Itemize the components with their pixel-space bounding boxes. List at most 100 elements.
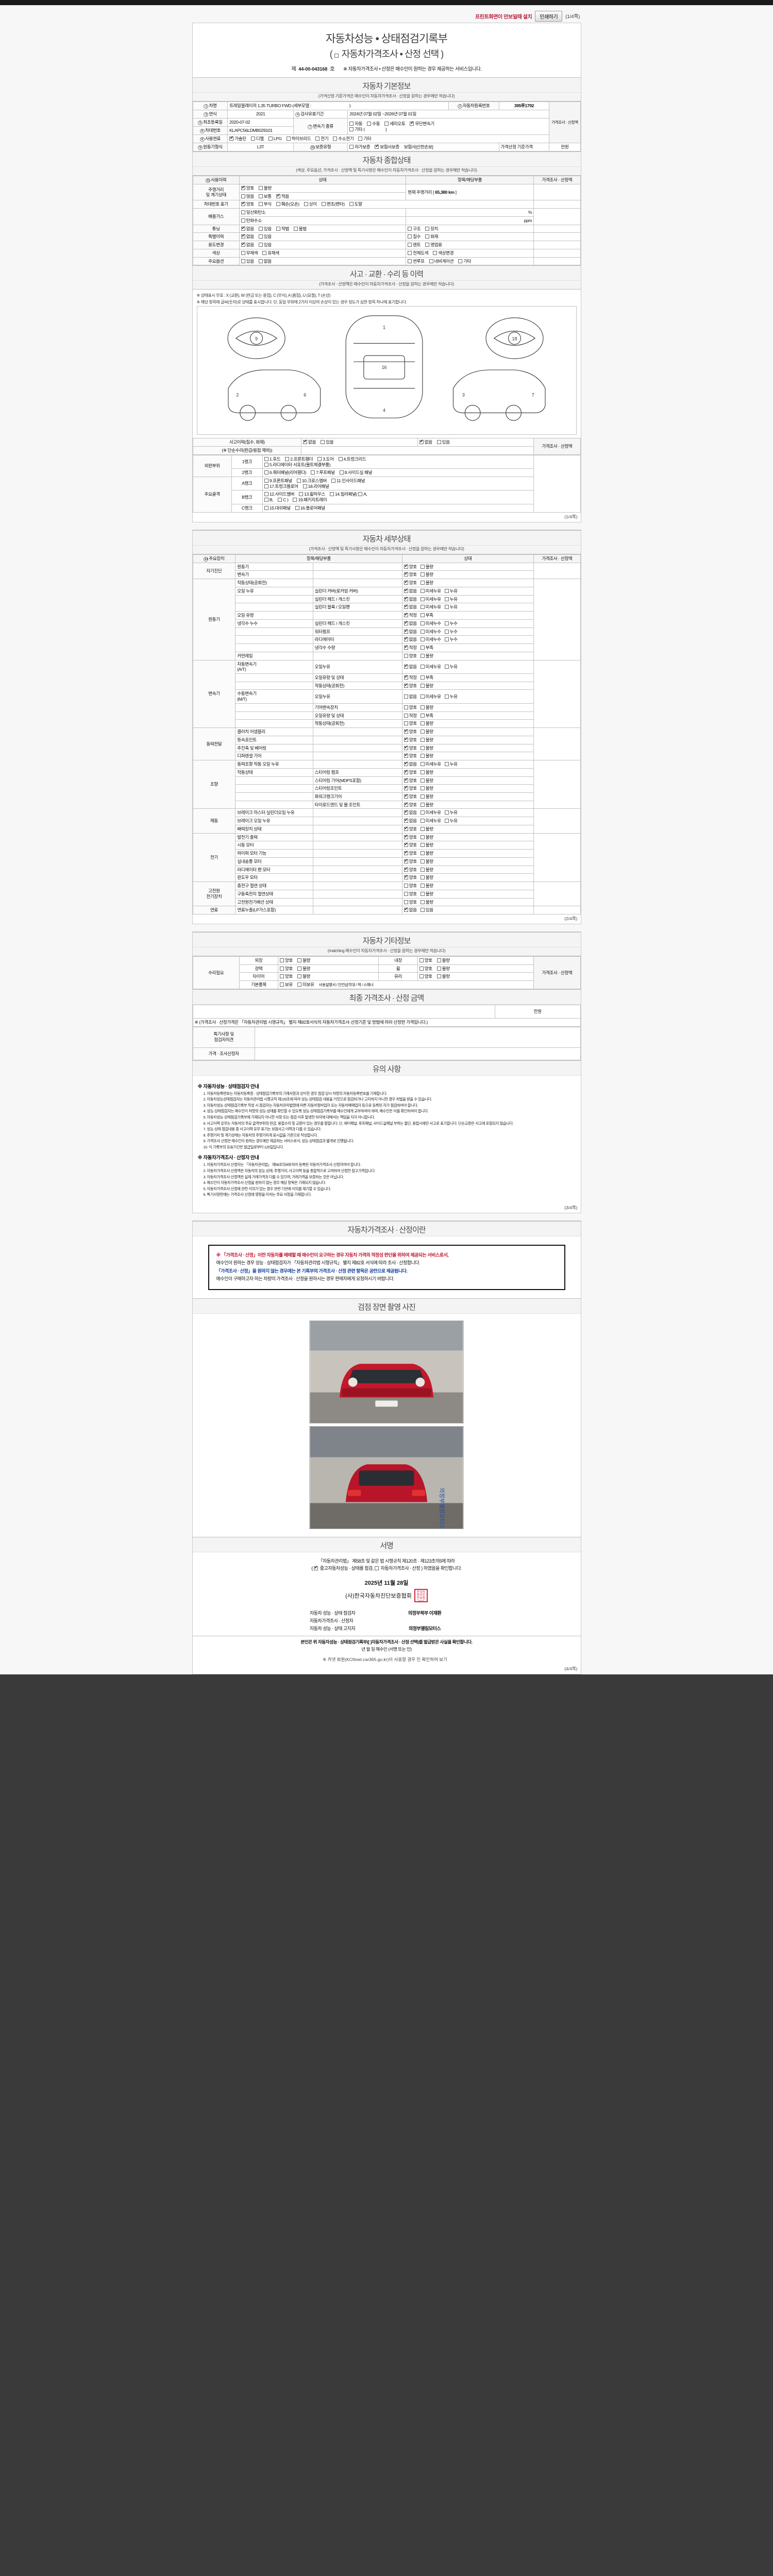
checkbox-icon[interactable] [258, 194, 263, 198]
trans-option-manual[interactable]: 수동 [367, 121, 380, 127]
opt-양호[interactable]: 양호 [404, 874, 417, 880]
opt-미세누수[interactable]: 미세누수 [420, 637, 441, 642]
part-side-sill-panel[interactable]: 8.사이드실 패널 [339, 470, 372, 476]
opt-good[interactable]: 양호 [279, 966, 293, 972]
print-notice-text[interactable]: 프린트화면이 안보일때 설치 [475, 14, 532, 20]
checkbox-icon[interactable] [367, 121, 372, 126]
checkbox-icon[interactable] [420, 859, 425, 863]
opt-불량[interactable]: 불량 [420, 802, 433, 808]
checkbox-icon[interactable] [408, 243, 412, 247]
opt-누유[interactable]: 누유 [444, 761, 458, 767]
checkbox-icon[interactable] [420, 588, 425, 593]
checkbox-icon[interactable] [420, 581, 425, 585]
checkbox-icon[interactable] [419, 958, 424, 962]
checkbox-icon[interactable] [433, 250, 438, 255]
checkbox-icon[interactable] [241, 226, 245, 231]
checkbox-icon[interactable] [420, 564, 425, 569]
opt-없음[interactable]: 없음 [404, 664, 417, 670]
part-package-tray[interactable]: 19.패키지트레이 [293, 497, 327, 503]
checkbox-icon[interactable] [258, 226, 263, 231]
checkbox-icon[interactable] [404, 713, 408, 718]
part-inside-panel[interactable]: 11.인사이드패널 [331, 478, 365, 484]
opt-양호[interactable]: 양호 [404, 737, 417, 743]
checkbox-icon[interactable] [241, 233, 245, 239]
checkbox-icon[interactable] [297, 966, 301, 971]
opt-fullpaint[interactable]: 전체도색 [408, 250, 429, 256]
checkbox-icon[interactable] [304, 202, 308, 207]
opt-부족[interactable]: 부족 [420, 645, 433, 651]
checkbox-icon[interactable] [420, 819, 425, 823]
checkbox-icon[interactable] [404, 842, 408, 848]
checkbox-icon[interactable] [349, 127, 354, 131]
opt-bad[interactable]: 불량 [297, 974, 310, 979]
checkbox-icon[interactable] [358, 492, 363, 497]
checkbox-icon[interactable] [404, 596, 408, 601]
checkbox-icon[interactable] [278, 498, 282, 502]
opt-flood[interactable]: 침수 [408, 234, 421, 240]
opt-누유[interactable]: 누유 [444, 597, 458, 602]
checkbox-icon[interactable] [285, 456, 290, 461]
opt-양호[interactable]: 양호 [404, 753, 417, 759]
checkbox-icon[interactable] [420, 851, 425, 856]
opt-없음[interactable]: 없음 [404, 761, 417, 767]
opt-erased[interactable]: 도말 [349, 201, 362, 207]
checkbox-icon[interactable] [404, 818, 408, 823]
opt-hc[interactable]: 탄화수소 [241, 218, 262, 224]
checkbox-icon[interactable] [333, 137, 338, 141]
opt-other[interactable]: 기타 [458, 259, 472, 264]
opt-불량[interactable]: 불량 [420, 867, 433, 873]
part-pillar-panel[interactable]: 14.필러패널( A, [329, 492, 367, 497]
checkbox-icon[interactable] [404, 674, 408, 680]
checkbox-icon[interactable] [299, 492, 304, 497]
opt-bad[interactable]: 불량 [297, 966, 310, 972]
checkbox-icon[interactable] [436, 440, 441, 445]
fuel-option-gasoline[interactable]: 가솔린 [229, 135, 246, 142]
opt-적정[interactable]: 적정 [404, 612, 417, 618]
opt-exists[interactable]: 있음 [258, 234, 272, 240]
opt-양호[interactable]: 양호 [404, 705, 417, 710]
opt-불량[interactable]: 불량 [420, 705, 433, 710]
opt-미세누유[interactable]: 미세누유 [420, 664, 441, 670]
opt-good[interactable]: 양호 [419, 958, 432, 963]
opt-불량[interactable]: 불량 [420, 753, 433, 759]
part-pillar-b[interactable]: B, [264, 497, 274, 503]
opt-누유[interactable]: 누유 [444, 818, 458, 824]
checkbox-icon[interactable] [315, 137, 320, 141]
opt-structure[interactable]: 구조 [408, 226, 421, 232]
opt-누유[interactable]: 누유 [444, 664, 458, 670]
checkbox-icon[interactable] [420, 843, 425, 848]
checkbox-icon[interactable] [258, 186, 263, 190]
checkbox-icon[interactable] [404, 850, 408, 856]
opt-있음[interactable]: 있음 [420, 907, 433, 913]
part-front-panel[interactable]: 9.프론트패널 [264, 478, 292, 484]
checkbox-icon[interactable] [444, 637, 449, 642]
opt-불량[interactable]: 불량 [420, 900, 433, 905]
opt-미세누유[interactable]: 미세누유 [420, 761, 441, 767]
checkbox-icon[interactable] [317, 456, 322, 461]
checkbox-icon[interactable] [420, 884, 425, 888]
opt-누유[interactable]: 누유 [444, 810, 458, 816]
checkbox-icon[interactable] [420, 891, 425, 896]
opt-co[interactable]: 일산화탄소 [241, 210, 266, 215]
fuel-option-electric[interactable]: 전기 [315, 136, 329, 142]
opt-none[interactable]: 없음 [241, 226, 254, 232]
opt-양호[interactable]: 양호 [404, 769, 417, 775]
checkbox-icon[interactable] [444, 588, 449, 593]
opt-불량[interactable]: 불량 [420, 826, 433, 832]
checkbox-icon[interactable] [404, 620, 408, 625]
opt-normal[interactable]: 보통 [258, 194, 272, 199]
checkbox-icon[interactable] [420, 646, 425, 650]
opt-없음[interactable]: 없음 [404, 818, 417, 824]
checkbox-icon[interactable] [296, 479, 301, 483]
trans-option-semiauto[interactable]: 세미오토 [384, 121, 406, 127]
checkbox-icon[interactable] [404, 777, 408, 783]
opt-bad[interactable]: 불량 [436, 958, 450, 963]
checkbox-icon[interactable] [241, 210, 245, 215]
checkbox-icon[interactable] [264, 470, 268, 475]
part-trunk-lid[interactable]: 4.트렁크리드 [338, 456, 366, 462]
opt-양호[interactable]: 양호 [404, 777, 417, 784]
opt-미세누유[interactable]: 미세누유 [420, 604, 441, 610]
checkbox-icon[interactable] [408, 226, 412, 231]
trans-option-auto[interactable]: 자동 [349, 121, 363, 127]
checkbox-icon[interactable] [264, 505, 268, 510]
